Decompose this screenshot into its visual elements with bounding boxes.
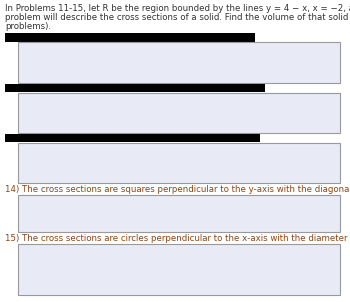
Bar: [5, 84, 265, 92]
Text: 14) The cross sections are squares perpendicular to the y-axis with the diagonal: 14) The cross sections are squares perpe…: [5, 185, 350, 194]
Bar: [18, 93, 340, 133]
Bar: [5, 33, 255, 42]
Text: In Problems 11-15, let R be the region bounded by the lines y = 4 − x, x = −2, a: In Problems 11-15, let R be the region b…: [5, 4, 350, 13]
Text: problem will describe the cross sections of a solid. Find the volume of that sol: problem will describe the cross sections…: [5, 13, 350, 22]
Text: 15) The cross sections are circles perpendicular to the x-axis with the diameter: 15) The cross sections are circles perpe…: [5, 234, 350, 243]
Text: problems).: problems).: [5, 22, 51, 31]
Bar: [18, 195, 340, 232]
Bar: [18, 42, 340, 83]
Bar: [5, 134, 260, 142]
Bar: [18, 143, 340, 183]
Bar: [18, 244, 340, 295]
